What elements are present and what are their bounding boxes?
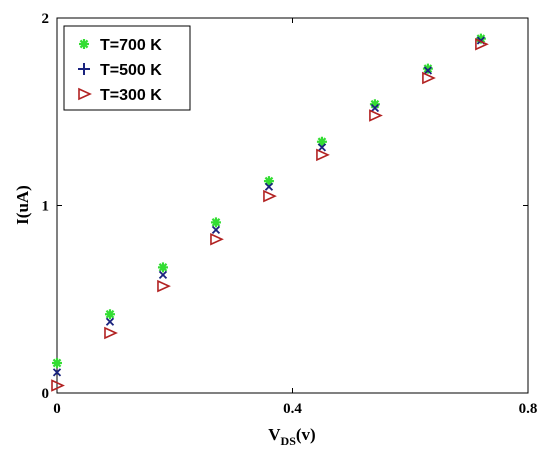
asterisk-stroke bbox=[79, 39, 89, 49]
legend-marker bbox=[78, 63, 90, 75]
triangle-outline bbox=[316, 148, 330, 162]
series-t-500-k bbox=[52, 36, 486, 377]
triangle-outline bbox=[51, 379, 65, 392]
axis-ticks: 0 0.4 0.8 0 1 2 bbox=[42, 11, 538, 417]
cross-stroke bbox=[476, 36, 486, 45]
data-point bbox=[105, 317, 115, 326]
data-point bbox=[423, 66, 433, 75]
asterisk-stroke bbox=[423, 64, 433, 73]
x-tick-label: 0.4 bbox=[283, 401, 302, 417]
legend-label: T=500 K bbox=[100, 62, 162, 79]
asterisk-stroke bbox=[52, 358, 62, 368]
x-tick-label: 0.8 bbox=[519, 401, 538, 417]
triangle-outline bbox=[263, 189, 277, 203]
cross-stroke bbox=[52, 368, 62, 377]
triangle-outline bbox=[210, 233, 224, 246]
y-axis-label: I(uA) bbox=[13, 185, 32, 225]
cross-stroke bbox=[370, 103, 380, 113]
data-point bbox=[157, 279, 171, 293]
triangle-outline bbox=[104, 326, 118, 340]
x-tick-label: 0 bbox=[53, 401, 61, 417]
x-axis-label-sub: DS bbox=[281, 434, 297, 448]
cross-stroke bbox=[105, 317, 115, 326]
cross-stroke bbox=[211, 225, 221, 235]
data-point bbox=[422, 63, 433, 74]
asterisk-stroke bbox=[158, 263, 168, 272]
legend: T=700 K T=500 K T=300 K bbox=[63, 25, 191, 111]
x-axis-label: VDS(v) bbox=[268, 425, 315, 448]
asterisk-stroke bbox=[211, 218, 221, 227]
legend-marker bbox=[79, 39, 89, 49]
triangle-outline bbox=[78, 87, 92, 101]
cross-stroke bbox=[158, 270, 168, 280]
triangle-outline bbox=[157, 279, 171, 293]
legend-label: T=300 K bbox=[100, 87, 162, 104]
legend-label: T=700 K bbox=[100, 37, 162, 54]
cross-stroke bbox=[317, 143, 327, 152]
cross-stroke bbox=[264, 182, 274, 191]
x-axis-label-unit: (v) bbox=[296, 425, 316, 444]
data-point bbox=[210, 217, 221, 228]
data-point bbox=[263, 189, 277, 203]
data-point bbox=[52, 368, 62, 377]
y-tick-label: 0 bbox=[42, 386, 50, 402]
data-point bbox=[52, 358, 62, 368]
data-point bbox=[263, 176, 274, 187]
data-point bbox=[51, 379, 65, 392]
data-point bbox=[317, 143, 327, 152]
asterisk-stroke bbox=[105, 309, 115, 319]
series-t-300-k bbox=[51, 38, 489, 392]
cross-stroke bbox=[423, 66, 433, 75]
data-point bbox=[157, 262, 168, 273]
data-point bbox=[370, 103, 380, 113]
y-tick-label: 2 bbox=[42, 11, 50, 27]
data-point bbox=[422, 71, 436, 85]
triangle-outline bbox=[369, 109, 383, 122]
y-tick-label: 1 bbox=[42, 199, 50, 215]
data-point bbox=[475, 38, 489, 51]
triangle-outline bbox=[475, 38, 489, 51]
data-point bbox=[316, 136, 327, 147]
data-point bbox=[104, 309, 115, 320]
data-marks bbox=[51, 33, 489, 392]
data-point bbox=[158, 270, 168, 280]
data-point bbox=[210, 233, 224, 246]
data-point bbox=[264, 182, 274, 191]
data-point bbox=[369, 109, 383, 122]
legend-marker bbox=[78, 87, 92, 101]
data-point bbox=[211, 225, 221, 235]
data-point bbox=[104, 326, 118, 340]
data-point bbox=[316, 148, 330, 162]
x-axis-label-main: V bbox=[268, 425, 281, 444]
triangle-outline bbox=[422, 71, 436, 85]
